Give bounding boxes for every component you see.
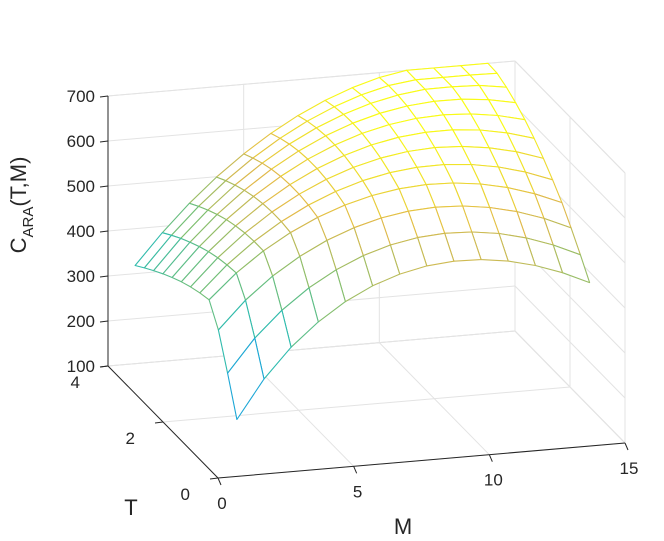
m-tick-mark [217,477,222,486]
c-axis-label-main: C [6,237,31,253]
m-tick-label: 10 [484,471,503,490]
m-tick-mark [353,466,358,474]
c-tick-mark [99,230,109,233]
t-tick-label: 4 [71,373,80,392]
c-tick-mark [99,320,109,323]
grid-line-c-side [514,60,626,174]
svg-text:CARA(T,M): CARA(T,M) [6,157,37,254]
c-axis-label: CARA(T,M) [6,157,37,254]
m-axis-line [217,442,626,479]
m-tick-mark [624,442,629,451]
surface-patch [227,337,265,421]
c-tick-label: 700 [67,87,95,106]
c-tick-label: 300 [67,267,95,286]
c-tick-mark [99,140,109,143]
c-tick-label: 600 [67,132,95,151]
m-tick-label: 0 [217,494,226,513]
c-tick-label: 200 [67,312,95,331]
t-tick-mark [154,421,164,424]
grid-line-c-side [514,285,626,399]
m-tick-label: 15 [620,459,639,478]
m-axis-label: M [394,514,412,539]
c-axis-label-tail: (T,M) [6,157,31,207]
c-axis-label-subscript: ARA [20,207,37,238]
grid-line-c-back [107,330,516,367]
axes-front-edges [99,95,629,486]
m-tick-mark [488,454,493,462]
t-tick-label: 2 [126,429,135,448]
grid-line-c-side [514,105,626,219]
grid-line-c-side [514,330,626,444]
grid-line-t-floor [162,386,571,423]
t-tick-label: 0 [181,485,190,504]
t-tick-mark [209,477,219,480]
c-tick-mark [99,275,109,278]
c-tick-label: 100 [67,357,95,376]
m-tick-label: 5 [353,482,362,501]
c-tick-mark [99,95,109,98]
c-tick-mark [99,185,109,188]
c-tick-label: 500 [67,177,95,196]
c-tick-mark [99,365,109,368]
c-tick-label: 400 [67,222,95,241]
surface-mesh [134,62,591,421]
t-axis-label: T [124,495,137,520]
